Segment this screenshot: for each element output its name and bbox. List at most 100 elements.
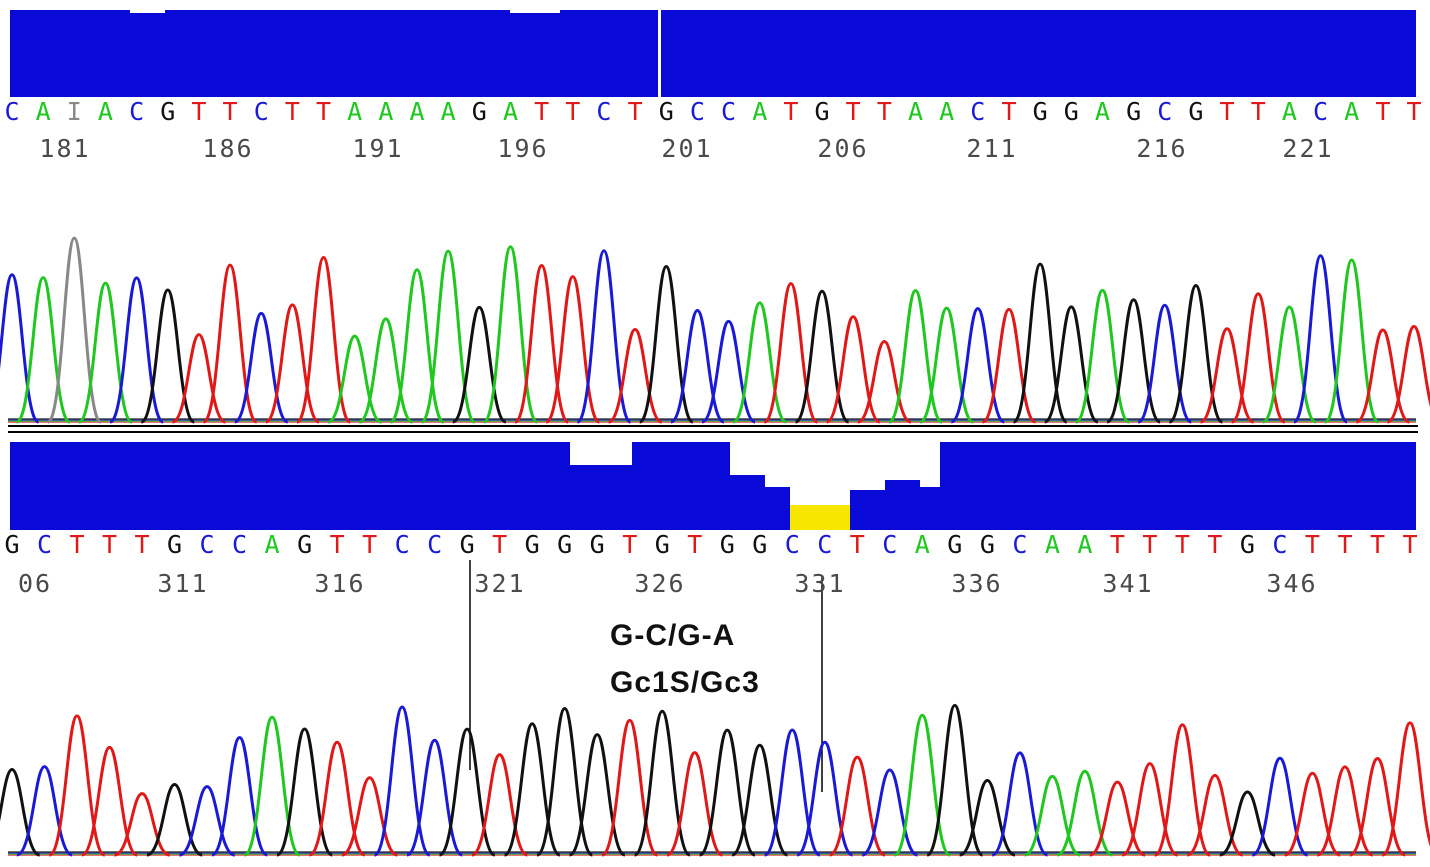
- base-call: G: [1033, 97, 1048, 126]
- trace-peak: [861, 768, 919, 857]
- base-call: T: [316, 97, 331, 126]
- base-call: C: [395, 530, 410, 559]
- base-call: A: [1045, 530, 1060, 559]
- base-call: T: [1207, 530, 1222, 559]
- base-call: T: [362, 530, 377, 559]
- trace-peak: [1386, 324, 1430, 424]
- base-call: T: [1220, 97, 1235, 126]
- position-label: 326: [634, 569, 685, 598]
- trace-peak: [452, 305, 507, 424]
- base-call: G: [752, 530, 767, 559]
- quality-band: [10, 10, 1416, 97]
- quality-notch: [510, 10, 560, 13]
- base-call: G: [167, 530, 182, 559]
- base-call: C: [4, 97, 19, 126]
- base-call: A: [939, 97, 954, 126]
- trace-peak: [341, 776, 398, 857]
- position-label: 191: [352, 134, 403, 163]
- position-label: 346: [1266, 569, 1317, 598]
- position-label: 311: [157, 569, 208, 598]
- base-call: C: [129, 97, 144, 126]
- base-call: C: [1313, 97, 1328, 126]
- base-call: G: [1188, 97, 1203, 126]
- base-call: T: [783, 97, 798, 126]
- base-call: C: [232, 530, 247, 559]
- quality-notch: [730, 442, 940, 505]
- position-label: 341: [1102, 569, 1153, 598]
- base-call: T: [1175, 530, 1190, 559]
- base-call: T: [1337, 530, 1352, 559]
- trace-peak: [1323, 258, 1380, 424]
- base-call: A: [752, 97, 767, 126]
- base-call: A: [908, 97, 923, 126]
- low-quality-marker: [790, 505, 850, 530]
- base-call: C: [690, 97, 705, 126]
- position-label: 06: [18, 569, 52, 598]
- base-call: T: [1142, 530, 1157, 559]
- trace-peak: [16, 765, 73, 857]
- base-call: G: [1064, 97, 1079, 126]
- trace-peak: [471, 753, 528, 857]
- trace-peak: [576, 249, 632, 424]
- trace-peak: [1199, 327, 1255, 424]
- base-call: G: [980, 530, 995, 559]
- base-call: T: [191, 97, 206, 126]
- base-call: C: [882, 530, 897, 559]
- trace-peak: [959, 779, 1016, 857]
- annotation: Gc1S/Gc3: [610, 666, 760, 699]
- position-label: 211: [966, 134, 1017, 163]
- base-call: A: [1344, 97, 1359, 126]
- base-call: C: [785, 530, 800, 559]
- base-call: G: [297, 530, 312, 559]
- base-call: T: [330, 530, 345, 559]
- position-label: 321: [474, 569, 525, 598]
- trace-peak: [171, 333, 227, 424]
- base-call: A: [1095, 97, 1110, 126]
- trace-peak: [981, 307, 1037, 424]
- base-call: T: [223, 97, 238, 126]
- trace-peak: [1262, 305, 1317, 424]
- base-call: A: [347, 97, 362, 126]
- trace-peak: [81, 745, 138, 857]
- trace-peak: [113, 792, 171, 857]
- base-call: T: [1251, 97, 1266, 126]
- base-call: T: [1110, 530, 1125, 559]
- base-call: C: [1272, 530, 1287, 559]
- trace-peak: [265, 303, 320, 424]
- position-label: 186: [202, 134, 253, 163]
- base-call: T: [1001, 97, 1016, 126]
- base-call: C: [970, 97, 985, 126]
- base-call: T: [565, 97, 580, 126]
- trace-peak: [607, 327, 663, 424]
- base-call: T: [877, 97, 892, 126]
- position-label: 216: [1136, 134, 1187, 163]
- quality-notch: [130, 10, 165, 13]
- base-call: T: [687, 530, 702, 559]
- trace-peak: [1219, 790, 1276, 857]
- base-call: A: [915, 530, 930, 559]
- position-label: 181: [39, 134, 90, 163]
- base-call: T: [69, 530, 84, 559]
- trace-peak: [358, 317, 414, 424]
- base-call: T: [622, 530, 637, 559]
- position-label: 196: [497, 134, 548, 163]
- base-call: T: [1370, 530, 1385, 559]
- trace-peak: [420, 249, 477, 424]
- base-call: A: [98, 97, 113, 126]
- base-call: A: [378, 97, 393, 126]
- base-call: T: [1402, 530, 1417, 559]
- base-call: T: [1406, 97, 1421, 126]
- trace-peak: [1381, 721, 1430, 857]
- base-call: T: [628, 97, 643, 126]
- base-call: G: [472, 97, 487, 126]
- base-call: G: [1126, 97, 1141, 126]
- base-call: G: [460, 530, 475, 559]
- base-call: G: [655, 530, 670, 559]
- trace-peak: [1121, 762, 1179, 857]
- base-call: G: [659, 97, 674, 126]
- base-call: T: [492, 530, 507, 559]
- position-label: 206: [817, 134, 868, 163]
- base-call: C: [1012, 530, 1027, 559]
